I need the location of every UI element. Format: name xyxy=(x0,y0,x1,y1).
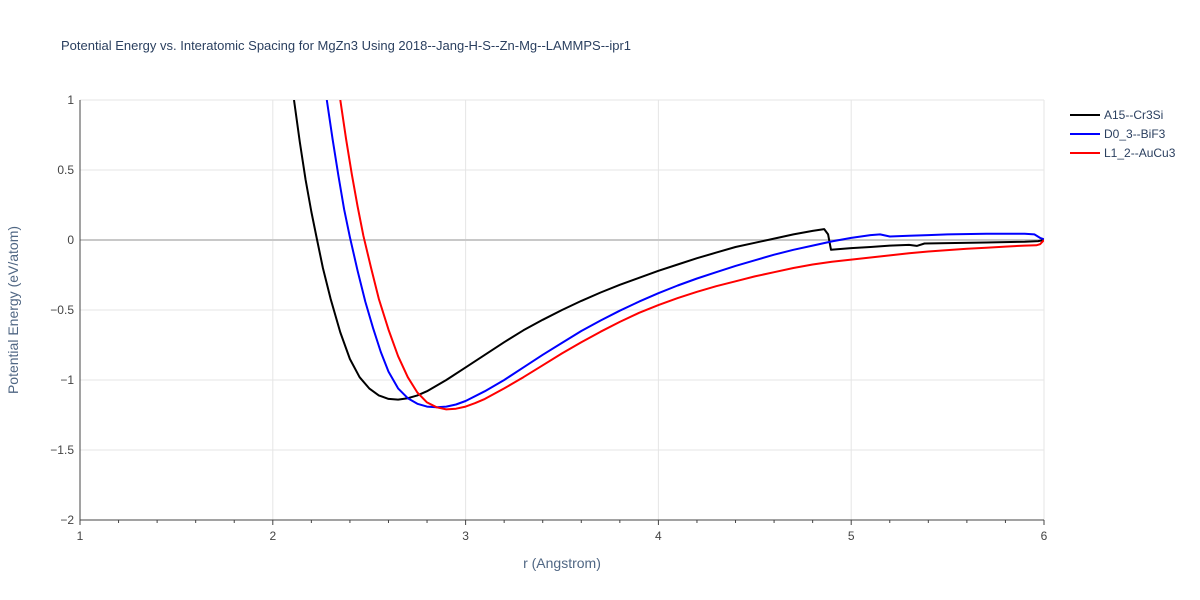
legend-label: A15--Cr3Si xyxy=(1104,108,1163,122)
x-tick-label: 3 xyxy=(462,529,469,543)
chart-title: Potential Energy vs. Interatomic Spacing… xyxy=(61,38,631,53)
y-tick-label: 0.5 xyxy=(57,163,74,177)
y-tick-label: −1 xyxy=(60,373,74,387)
y-tick-label: 0 xyxy=(67,233,74,247)
y-axis-title: Potential Energy (eV/atom) xyxy=(5,226,21,394)
tick-labels: 1 2 3 4 5 6 −2 −1.5 −1 −0.5 0 0.5 1 xyxy=(50,93,1047,543)
x-tick-label: 5 xyxy=(848,529,855,543)
axes xyxy=(79,100,1045,525)
legend-item[interactable]: D0_3--BiF3 xyxy=(1070,127,1166,141)
y-tick-label: −2 xyxy=(60,513,74,527)
series-line-1 xyxy=(325,100,1044,409)
x-tick-label: 2 xyxy=(269,529,276,543)
series-group xyxy=(293,100,1044,411)
x-tick-label: 4 xyxy=(655,529,662,543)
x-tick-label: 6 xyxy=(1041,529,1048,543)
legend-label: D0_3--BiF3 xyxy=(1104,127,1166,141)
series-line-2 xyxy=(339,100,1044,411)
y-tick-label: −0.5 xyxy=(50,303,74,317)
legend-item[interactable]: A15--Cr3Si xyxy=(1070,108,1163,122)
grid xyxy=(80,99,1045,520)
legend[interactable]: A15--Cr3Si D0_3--BiF3 L1_2--AuCu3 xyxy=(1070,108,1176,160)
y-tick-label: 1 xyxy=(67,93,74,107)
x-tick-label: 1 xyxy=(77,529,84,543)
legend-label: L1_2--AuCu3 xyxy=(1104,146,1176,160)
legend-item[interactable]: L1_2--AuCu3 xyxy=(1070,146,1176,160)
y-tick-label: −1.5 xyxy=(50,443,74,457)
series-line-0 xyxy=(293,100,1044,401)
x-axis-title: r (Angstrom) xyxy=(523,555,601,571)
